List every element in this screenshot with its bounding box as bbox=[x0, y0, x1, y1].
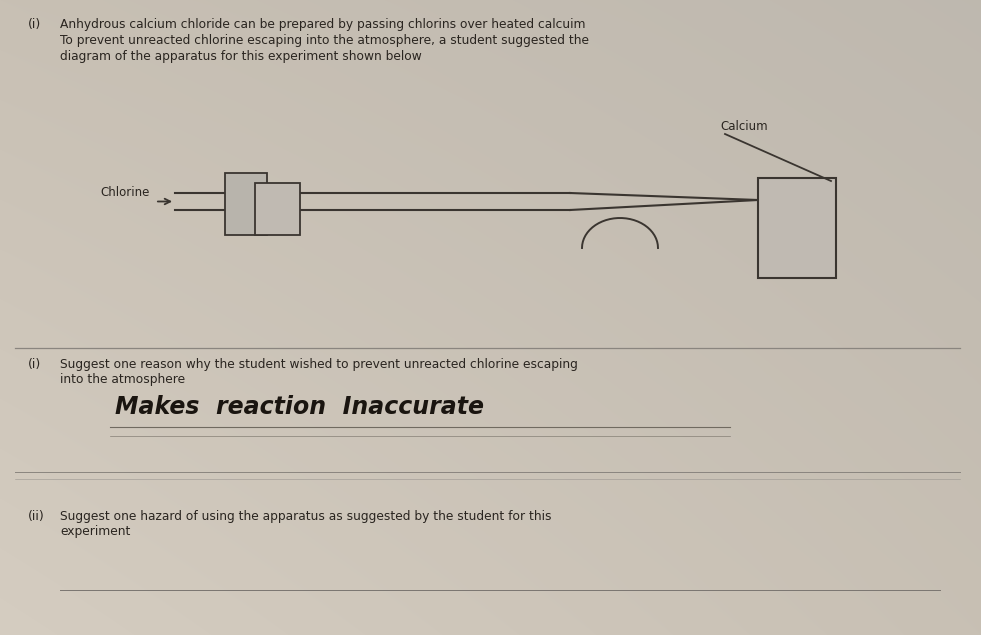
Text: (i): (i) bbox=[28, 358, 41, 371]
Text: (ii): (ii) bbox=[28, 510, 45, 523]
Text: diagram of the apparatus for this experiment shown below: diagram of the apparatus for this experi… bbox=[60, 50, 422, 63]
Bar bbox=[255, 183, 300, 235]
Bar bbox=[225, 173, 267, 235]
Text: Calcium: Calcium bbox=[720, 120, 767, 133]
Text: Anhydrous calcium chloride can be prepared by passing chlorins over heated calcu: Anhydrous calcium chloride can be prepar… bbox=[60, 18, 586, 31]
Text: Suggest one reason why the student wished to prevent unreacted chlorine escaping: Suggest one reason why the student wishe… bbox=[60, 358, 578, 371]
Bar bbox=[758, 178, 836, 278]
Text: experiment: experiment bbox=[60, 525, 130, 538]
Text: Chlorine: Chlorine bbox=[100, 186, 149, 199]
Text: Makes  reaction  Inaccurate: Makes reaction Inaccurate bbox=[115, 395, 484, 419]
Text: into the atmosphere: into the atmosphere bbox=[60, 373, 185, 386]
Text: To prevent unreacted chlorine escaping into the atmosphere, a student suggested : To prevent unreacted chlorine escaping i… bbox=[60, 34, 589, 47]
Text: Suggest one hazard of using the apparatus as suggested by the student for this: Suggest one hazard of using the apparatu… bbox=[60, 510, 551, 523]
Text: (i): (i) bbox=[28, 18, 41, 31]
